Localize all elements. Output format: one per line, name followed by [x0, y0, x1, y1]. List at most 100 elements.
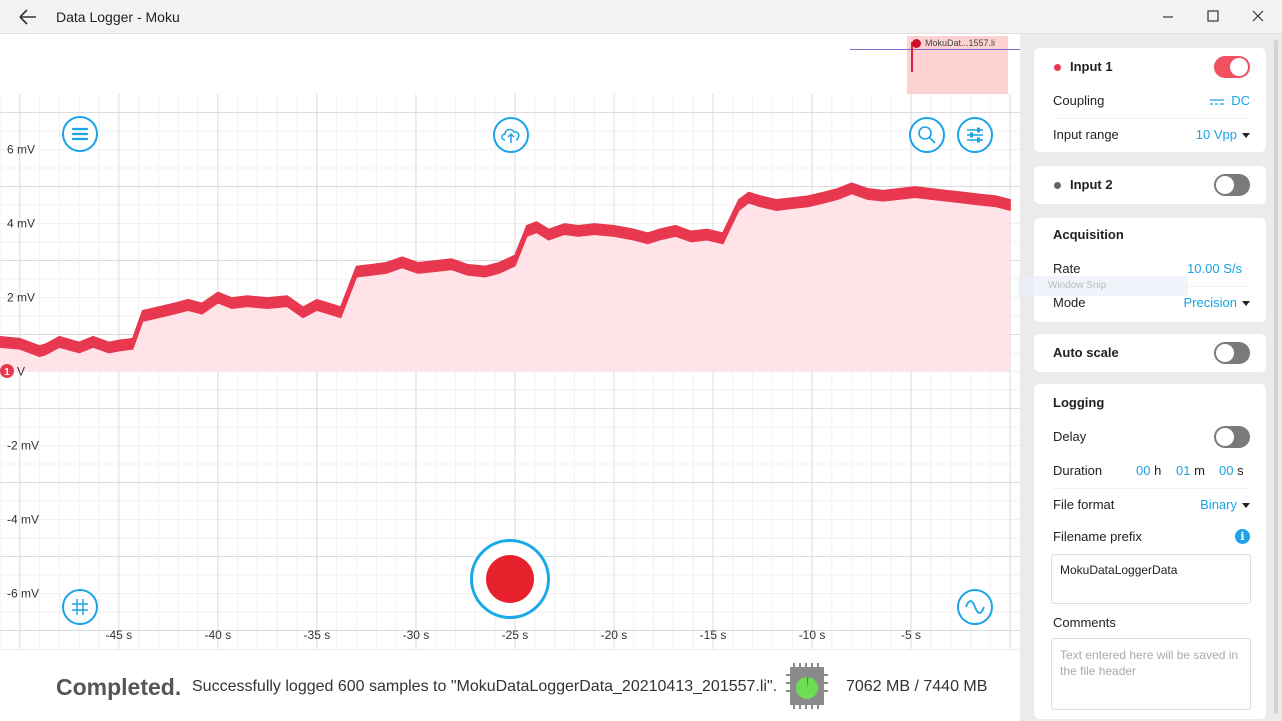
- overview-trace: [850, 49, 1020, 50]
- filename-prefix-row: Filename prefix i: [1034, 520, 1266, 554]
- upload-button[interactable]: [493, 117, 529, 153]
- settings-panel: Input 1 Coupling DC Input range 10 Vpp I…: [1020, 34, 1282, 721]
- x-tick-labels: -45 s -40 s -35 s -30 s -25 s -20 s -15 s -10 s…: [105, 628, 921, 642]
- input1-toggle[interactable]: [1214, 56, 1250, 78]
- mode-label: Mode: [1053, 295, 1086, 310]
- channel-marker-label: 1: [4, 367, 10, 378]
- file-format-row: File format Binary: [1034, 488, 1266, 522]
- close-icon: [1252, 10, 1264, 22]
- duration-hours-value: 00: [1136, 463, 1151, 478]
- divider: [1053, 118, 1250, 119]
- toggle-knob: [1216, 344, 1234, 362]
- logging-title: Logging: [1053, 395, 1105, 410]
- y-tick-labels: 6 mV 4 mV 2 mV V -2 mV -4 mV -6 mV: [7, 143, 39, 601]
- panel-scrollbar[interactable]: [1274, 40, 1278, 714]
- mode-value: Precision: [1183, 295, 1237, 310]
- toggle-knob: [1216, 428, 1234, 446]
- file-format-value: Binary: [1200, 497, 1237, 512]
- overview-trace-label: MokuDat...1557.li: [925, 38, 996, 48]
- input-range-label: Input range: [1053, 127, 1119, 142]
- chevron-down-icon: [1242, 301, 1250, 307]
- maximize-button[interactable]: [1198, 4, 1228, 30]
- filename-prefix-label: Filename prefix: [1053, 529, 1142, 544]
- filename-prefix-input[interactable]: MokuDataLoggerData: [1051, 554, 1251, 604]
- waveform-button[interactable]: [957, 589, 993, 625]
- x-tick-label: -20 s: [601, 628, 628, 642]
- grid-icon: [72, 599, 88, 615]
- close-button[interactable]: [1243, 4, 1273, 30]
- overview-view-window[interactable]: [907, 36, 1008, 94]
- rate-value[interactable]: 10.00 S/s: [1187, 261, 1242, 276]
- overview-strip[interactable]: MokuDat...1557.li: [0, 34, 1020, 94]
- dc-coupling-icon: [1210, 98, 1225, 105]
- menu-button[interactable]: [62, 116, 98, 152]
- autoscale-row: Auto scale: [1034, 336, 1266, 370]
- minimize-button[interactable]: [1153, 4, 1183, 30]
- info-icon[interactable]: i: [1235, 529, 1250, 544]
- x-tick-label: -10 s: [799, 628, 826, 642]
- coupling-selector[interactable]: DC: [1209, 93, 1250, 108]
- input1-header: Input 1: [1034, 50, 1266, 84]
- coupling-row: Coupling DC: [1034, 84, 1266, 118]
- duration-minutes-value: 01: [1176, 463, 1191, 478]
- duration-minutes[interactable]: 01 m: [1176, 463, 1205, 478]
- record-button[interactable]: [470, 539, 550, 619]
- input-range-value: 10 Vpp: [1195, 127, 1237, 142]
- y-tick-label: 4 mV: [7, 217, 35, 231]
- comments-label: Comments: [1053, 615, 1116, 630]
- duration-seconds[interactable]: 00 s: [1219, 463, 1244, 478]
- cloud-upload-icon: [501, 128, 520, 143]
- overview-spike: [911, 42, 913, 72]
- comments-textarea[interactable]: Text entered here will be saved in the f…: [1051, 638, 1251, 710]
- logging-card: Logging Delay Duration 00 h 01 m 00 s Fi…: [1034, 384, 1266, 719]
- back-button[interactable]: [16, 6, 40, 28]
- channel-marker-dot: [0, 364, 14, 378]
- series-area-fill: [0, 188, 1011, 372]
- menu-icon: [71, 127, 89, 141]
- overview-trace-marker: [912, 39, 921, 48]
- input2-card: Input 2: [1034, 166, 1266, 204]
- memory-chip-icon: [786, 663, 828, 709]
- x-tick-label: -15 s: [700, 628, 727, 642]
- x-tick-label: -25 s: [502, 628, 529, 642]
- rate-row: Rate 10.00 S/s: [1034, 252, 1266, 286]
- autoscale-toggle[interactable]: [1214, 342, 1250, 364]
- input2-header: Input 2: [1034, 168, 1266, 202]
- main-plot[interactable]: 6 mV4 mV2 mVV-2 mV-4 mV-6 mV -45 s -40 s-…: [0, 94, 1020, 649]
- x-tick-label: -30 s: [403, 628, 430, 642]
- autoscale-title: Auto scale: [1053, 345, 1119, 360]
- y-tick-label: 2 mV: [7, 291, 35, 305]
- logging-header: Logging: [1034, 386, 1266, 420]
- y-tick-label: -4 mV: [7, 513, 39, 527]
- delay-toggle[interactable]: [1214, 426, 1250, 448]
- chevron-down-icon: [1242, 503, 1250, 509]
- toggle-knob: [1230, 58, 1248, 76]
- input-range-dropdown[interactable]: 10 Vpp: [1196, 127, 1250, 142]
- mode-row: Mode Precision: [1034, 286, 1266, 320]
- file-format-dropdown[interactable]: Binary: [1200, 497, 1250, 512]
- input1-card: Input 1 Coupling DC Input range 10 Vpp: [1034, 48, 1266, 152]
- y-tick-label: V: [17, 365, 25, 379]
- minimize-icon: [1163, 16, 1173, 18]
- duration-hours[interactable]: 00 h: [1136, 463, 1161, 478]
- mode-dropdown[interactable]: Precision: [1184, 295, 1250, 310]
- duration-label: Duration: [1053, 463, 1103, 478]
- channel-1-marker[interactable]: 1: [0, 364, 14, 378]
- duration-seconds-value: 00: [1219, 463, 1234, 478]
- duration-hours-unit: h: [1154, 463, 1162, 478]
- status-message: Successfully logged 600 samples to "Moku…: [192, 678, 778, 695]
- title-bar: Data Logger - Moku: [0, 0, 1282, 34]
- window-title: Data Logger - Moku: [56, 9, 180, 25]
- sliders-icon: [967, 127, 983, 143]
- coupling-label: Coupling: [1053, 93, 1105, 108]
- input2-title: Input 2: [1070, 177, 1113, 192]
- arrow-left-icon: [19, 9, 36, 25]
- settings-sliders-button[interactable]: [957, 117, 993, 153]
- grid-toggle-button[interactable]: [62, 589, 98, 625]
- toggle-knob: [1216, 176, 1234, 194]
- input2-toggle[interactable]: [1214, 174, 1250, 196]
- y-tick-label: 6 mV: [7, 143, 35, 157]
- input2-color-dot: [1054, 182, 1061, 189]
- zoom-button[interactable]: [909, 117, 945, 153]
